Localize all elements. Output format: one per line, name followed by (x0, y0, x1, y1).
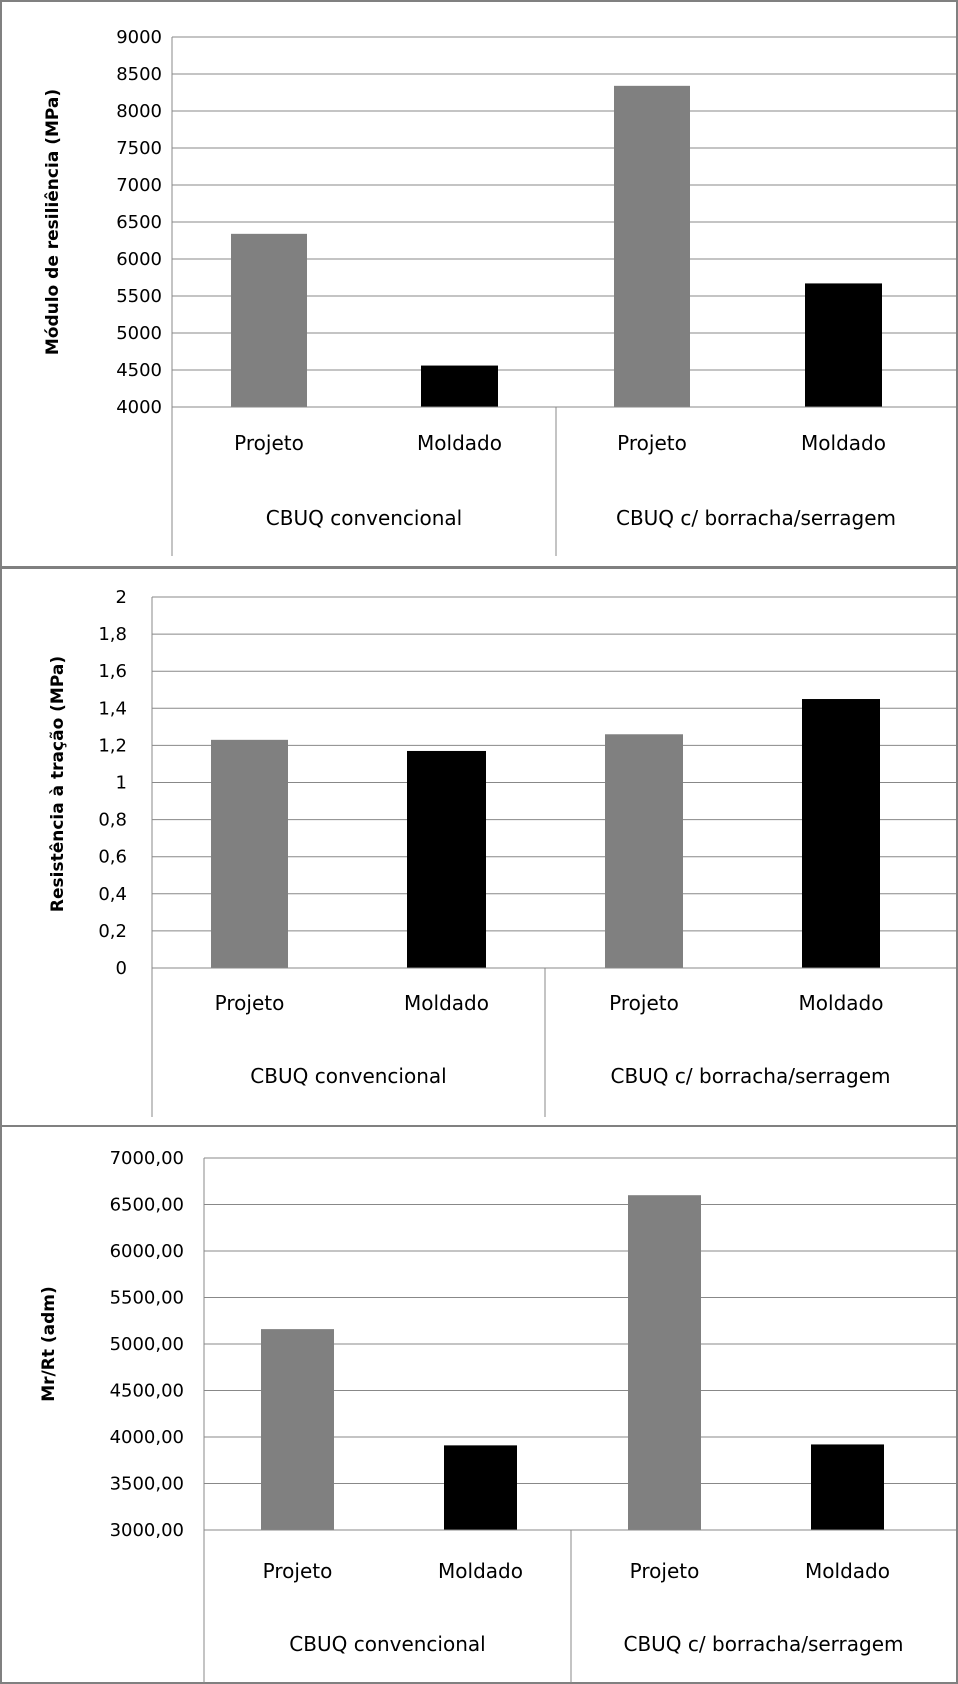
chart-3-category-label: Moldado (805, 1559, 890, 1583)
chart-2-bar-2 (407, 750, 486, 968)
chart-1-y-tick-label: 8500 (116, 64, 162, 85)
chart-3-y-tick-label: 3000,00 (110, 1520, 184, 1541)
chart-3-category-label: Projeto (630, 1559, 700, 1583)
chart-3-y-tick-label: 7000,00 (110, 1148, 184, 1169)
chart-3-bar-1 (261, 1329, 334, 1530)
chart-1-y-tick-label: 9000 (116, 27, 162, 48)
chart-3-group-label: CBUQ c/ borracha/serragem (623, 1632, 903, 1656)
chart-3-y-tick-label: 6500,00 (110, 1195, 184, 1216)
chart-3-y-tick-label: 4000,00 (110, 1427, 184, 1448)
chart-2-category-label: Moldado (799, 991, 884, 1015)
chart-2-y-tick-label: 0 (116, 958, 127, 979)
chart-2-y-tick-label: 0,6 (98, 847, 127, 868)
chart-2-y-tick-label: 2 (116, 587, 127, 608)
chart-1-y-tick-label: 6500 (116, 212, 162, 233)
chart-2-y-tick-label: 0,2 (98, 921, 127, 942)
chart-3-frame (0, 1125, 958, 1684)
chart-2-bar-1 (211, 739, 288, 968)
chart-3-y-tick-label: 5500,00 (110, 1288, 184, 1309)
chart-3-category-label: Moldado (438, 1559, 523, 1583)
chart-3-y-axis-title: Mr/Rt (adm) (39, 1286, 59, 1402)
chart-2-y-tick-label: 0,4 (98, 884, 127, 905)
chart-1-category-label: Projeto (617, 431, 687, 455)
chart-3-y-tick-label: 3500,00 (110, 1474, 184, 1495)
chart-1-y-tick-label: 8000 (116, 101, 162, 122)
chart-2-y-tick-label: 1 (116, 773, 127, 794)
chart-1-category-label: Moldado (801, 431, 886, 455)
chart-1-category-label: Projeto (234, 431, 304, 455)
chart-1-category-label: Moldado (417, 431, 502, 455)
chart-2-category-label: Moldado (404, 991, 489, 1015)
chart-2-group-label: CBUQ c/ borracha/serragem (610, 1064, 890, 1088)
chart-1-bar-3 (614, 85, 690, 407)
chart-2-bar-4 (802, 699, 880, 968)
chart-3-bar-3 (628, 1195, 701, 1530)
chart-1-bar-1 (231, 233, 307, 407)
chart-2-y-tick-label: 1,4 (98, 698, 127, 719)
chart-1-y-tick-label: 7000 (116, 175, 162, 196)
chart-3-bar-4 (811, 1444, 884, 1530)
chart-1-group-label: CBUQ c/ borracha/serragem (616, 506, 896, 530)
chart-3-category-label: Projeto (263, 1559, 333, 1583)
chart-1-y-tick-label: 5500 (116, 286, 162, 307)
chart-3-group-label: CBUQ convencional (289, 1632, 485, 1656)
chart-1-y-tick-label: 6000 (116, 249, 162, 270)
chart-1-bar-2 (421, 365, 498, 407)
chart-3-y-tick-label: 6000,00 (110, 1241, 184, 1262)
chart-1-bar-4 (805, 283, 882, 407)
chart-3-y-tick-label: 5000,00 (110, 1334, 184, 1355)
chart-1-y-tick-label: 5000 (116, 323, 162, 344)
chart-2-category-label: Projeto (609, 991, 679, 1015)
chart-1-y-tick-label: 4000 (116, 397, 162, 418)
chart-2-y-axis-title: Resistência à tração (MPa) (48, 656, 68, 912)
chart-2-bar-3 (605, 734, 683, 968)
chart-1-group-label: CBUQ convencional (266, 506, 462, 530)
chart-3-bar-2 (444, 1445, 517, 1530)
chart-2-y-tick-label: 1,6 (98, 661, 127, 682)
chart-1-y-axis-title: Módulo de resiliência (MPa) (43, 89, 63, 355)
chart-2-y-tick-label: 1,2 (98, 735, 127, 756)
chart-1-y-tick-label: 4500 (116, 360, 162, 381)
chart-2-y-tick-label: 1,8 (98, 624, 127, 645)
chart-2-category-label: Projeto (215, 991, 285, 1015)
chart-3-y-tick-label: 4500,00 (110, 1381, 184, 1402)
chart-2-y-tick-label: 0,8 (98, 810, 127, 831)
chart-2-group-label: CBUQ convencional (250, 1064, 446, 1088)
chart-1-y-tick-label: 7500 (116, 138, 162, 159)
